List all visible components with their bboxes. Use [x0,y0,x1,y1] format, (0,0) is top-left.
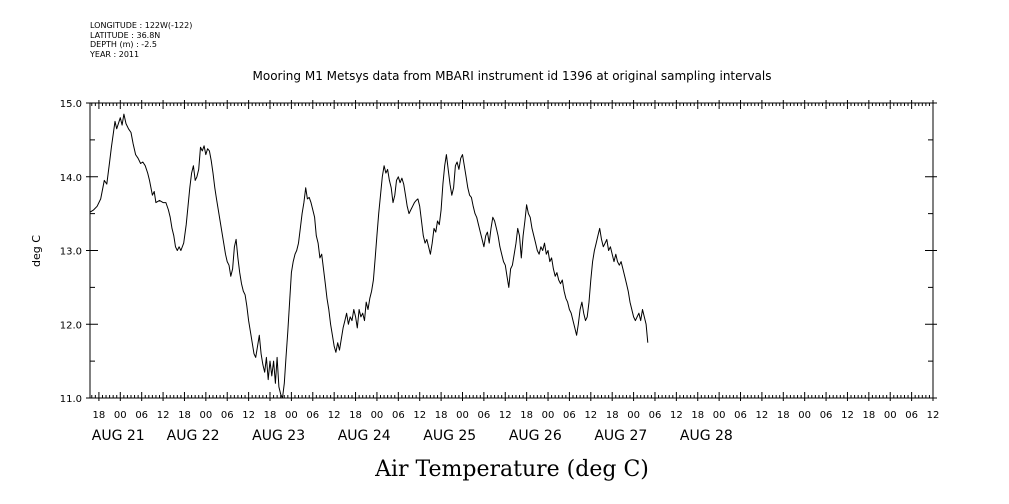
x-tick-label: 18 [93,410,106,421]
x-tick-label: 12 [670,410,683,421]
x-tick-label: 06 [905,410,918,421]
x-tick-label: 06 [820,410,833,421]
x-day-label: AUG 25 [423,428,476,444]
latitude-text: LATITUDE : 36.8N [90,30,161,40]
x-tick-label: 18 [691,410,704,421]
plot-metadata: LONGITUDE : 122W(-122) LATITUDE : 36.8N … [90,21,192,59]
x-tick-label: 06 [221,410,234,421]
x-tick-label: 12 [756,410,769,421]
x-day-label: AUG 24 [338,428,391,444]
x-tick-label: 18 [777,410,790,421]
x-tick-label: 18 [178,410,191,421]
y-tick-label: 13.0 [60,247,82,258]
y-axis-label: deg C [30,235,43,267]
x-tick-label: 00 [713,410,726,421]
x-tick-label: 06 [478,410,491,421]
y-tick-label: 14.0 [60,173,82,184]
x-tick-label: 12 [841,410,854,421]
x-tick-label: 12 [927,410,940,421]
x-tick-label: 12 [157,410,170,421]
year-text: YEAR : 2011 [90,49,140,59]
x-tick-label: 12 [242,410,255,421]
y-tick-label: 11.0 [60,394,82,405]
x-day-label: AUG 26 [509,428,562,444]
longitude-text: LONGITUDE : 122W(-122) [90,21,193,30]
x-tick-label: 06 [135,410,148,421]
series-layer [89,113,649,399]
x-tick-label: 00 [371,410,384,421]
x-tick-label: 18 [606,410,619,421]
x-day-label: AUG 28 [680,428,733,444]
x-tick-label: 18 [520,410,533,421]
x-tick-label: 06 [734,410,747,421]
x-tick-label: 12 [413,410,426,421]
x-tick-label: 18 [349,410,362,421]
axes-layer: 18 00 06 12 18 00 06 12 18 00 06 12 18 00 06 12 18 00 06 12… [60,99,940,444]
x-tick-label: 18 [264,410,277,421]
x-tick-label: 06 [649,410,662,421]
x-tick-label: 00 [199,410,212,421]
chart-title: Mooring M1 Metsys data from MBARI instru… [253,69,772,83]
x-tick-label: 12 [584,410,597,421]
x-day-label: AUG 21 [92,428,145,444]
x-tick-label: 06 [563,410,576,421]
x-day-label: AUG 27 [594,428,647,444]
y-tick-label: 15.0 [60,99,82,110]
x-tick-label: 00 [798,410,811,421]
x-axis-label: Air Temperature (deg C) [374,457,649,482]
series-line-air-temperature [89,113,649,399]
depth-text: DEPTH (m) : -2.5 [90,40,157,49]
x-tick-label: 00 [114,410,127,421]
x-day-label: AUG 23 [252,428,305,444]
plot-frame [89,102,934,399]
x-tick-label: 18 [862,410,875,421]
x-tick-label: 00 [285,410,298,421]
x-tick-label: 12 [499,410,512,421]
x-tick-label: 00 [542,410,555,421]
x-tick-label: 00 [884,410,897,421]
x-tick-label: 12 [328,410,341,421]
x-tick-label: 00 [456,410,469,421]
x-tick-label: 00 [627,410,640,421]
y-tick-label: 12.0 [60,320,82,331]
x-tick-label: 18 [435,410,448,421]
x-tick-label: 06 [306,410,319,421]
x-tick-label: 06 [392,410,405,421]
x-day-label: AUG 22 [167,428,220,444]
